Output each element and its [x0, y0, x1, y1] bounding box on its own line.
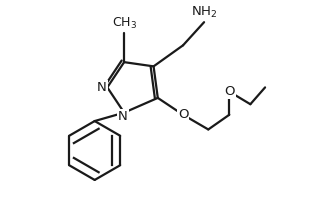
Text: O: O: [224, 85, 235, 98]
Text: CH$_3$: CH$_3$: [111, 15, 137, 31]
Text: O: O: [178, 108, 188, 121]
Text: N: N: [118, 110, 128, 123]
Text: NH$_2$: NH$_2$: [191, 5, 217, 20]
Text: N: N: [97, 81, 107, 94]
